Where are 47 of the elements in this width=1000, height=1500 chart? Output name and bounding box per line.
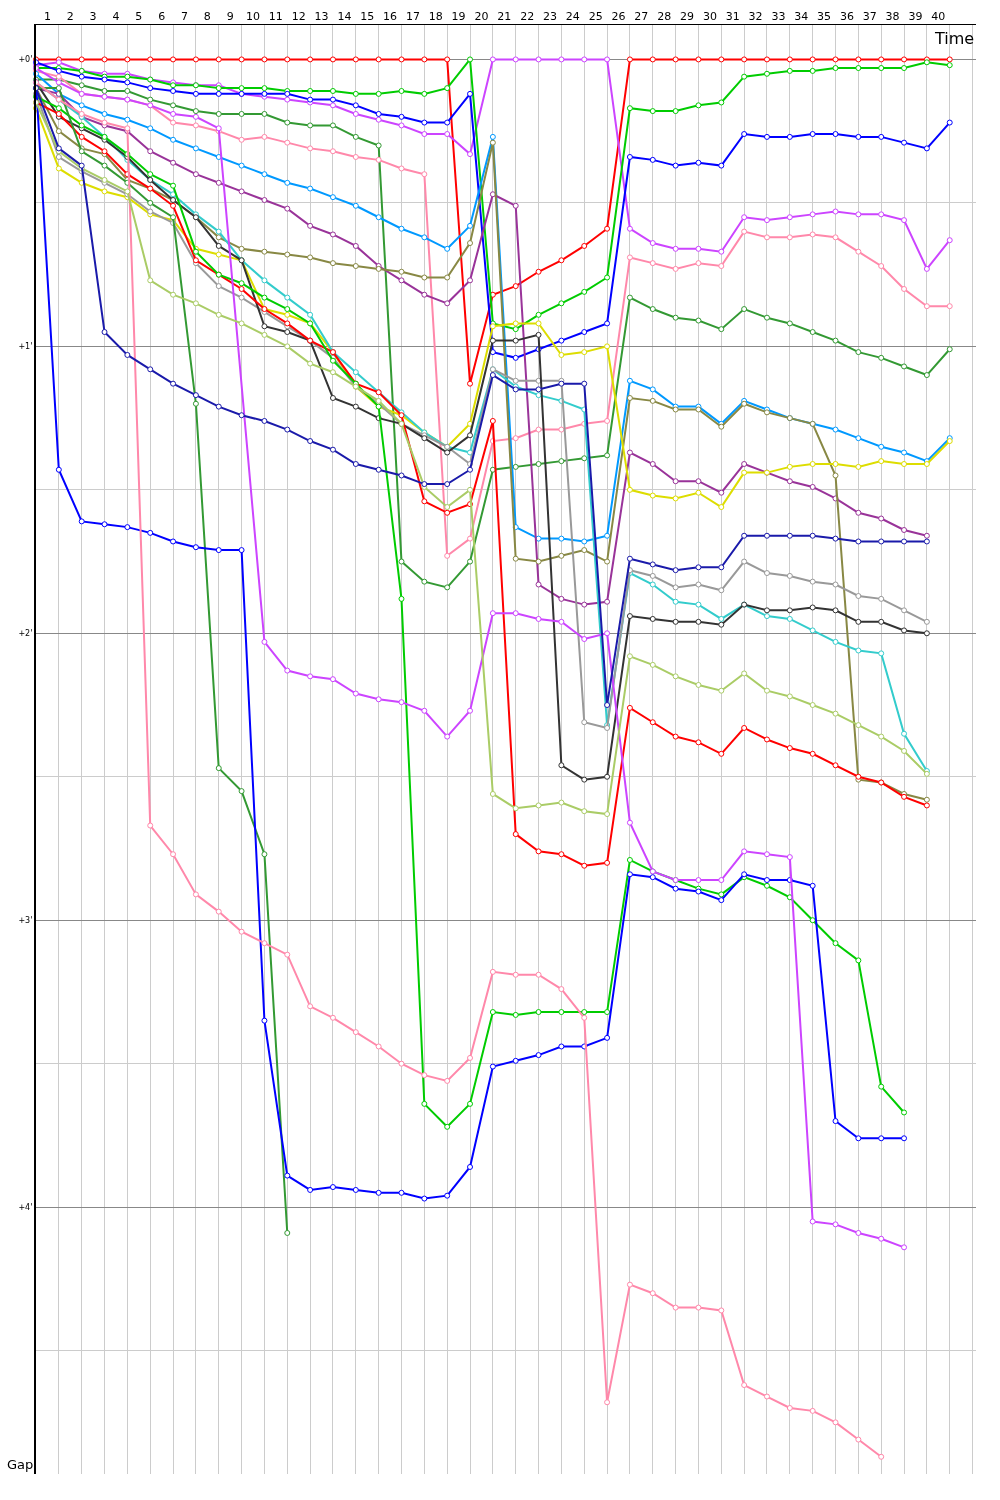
x-tick-label: 9 — [226, 9, 234, 23]
x-tick-label: 3 — [89, 9, 97, 23]
x-tick-label: 5 — [135, 9, 143, 23]
x-tick-label: 19 — [451, 9, 466, 23]
x-tick-label: 36 — [839, 9, 854, 23]
x-tick-label: 14 — [337, 9, 352, 23]
x-tick-label: 8 — [203, 9, 211, 23]
x-tick-label: 15 — [360, 9, 375, 23]
x-tick-label: 18 — [428, 9, 443, 23]
x-tick-label: 29 — [680, 9, 695, 23]
y-axis-title: Gap — [7, 1457, 34, 1472]
x-tick-label: 25 — [588, 9, 603, 23]
x-tick-label: 6 — [158, 9, 166, 23]
x-tick-label: 26 — [611, 9, 626, 23]
x-tick-label: 13 — [314, 9, 329, 23]
x-tick-label: 1 — [43, 9, 51, 23]
x-tick-label: 24 — [565, 9, 580, 23]
y-tick-label: +4' — [18, 1202, 33, 1212]
x-tick-label: 17 — [405, 9, 420, 23]
x-tick-label: 11 — [268, 9, 283, 23]
x-tick-label: 12 — [291, 9, 306, 23]
x-tick-label: 23 — [542, 9, 557, 23]
x-tick-label: 16 — [383, 9, 398, 23]
x-tick-label: 22 — [520, 9, 535, 23]
x-tick-label: 27 — [634, 9, 649, 23]
y-tick-label: +3' — [18, 916, 33, 926]
x-tick-label: 7 — [180, 9, 188, 23]
x-tick-label: 34 — [794, 9, 809, 23]
x-tick-label: 4 — [112, 9, 120, 23]
x-tick-label: 32 — [748, 9, 763, 23]
y-tick-label: +2' — [18, 629, 33, 639]
x-tick-label: 28 — [657, 9, 672, 23]
x-axis-title: Time — [934, 29, 975, 48]
x-tick-label: 37 — [862, 9, 877, 23]
x-tick-label: 38 — [885, 9, 900, 23]
y-tick-label: +1' — [18, 342, 33, 352]
x-tick-label: 20 — [474, 9, 489, 23]
x-tick-label: 33 — [771, 9, 786, 23]
x-tick-label: 10 — [246, 9, 261, 23]
x-tick-label: 30 — [702, 9, 717, 23]
x-tick-label: 31 — [725, 9, 740, 23]
x-tick-label: 39 — [908, 9, 923, 23]
x-tick-label: 21 — [497, 9, 512, 23]
x-tick-label: 35 — [817, 9, 832, 23]
y-tick-label: +0' — [18, 55, 33, 65]
x-tick-label: 2 — [66, 9, 74, 23]
x-tick-label: 40 — [931, 9, 946, 23]
